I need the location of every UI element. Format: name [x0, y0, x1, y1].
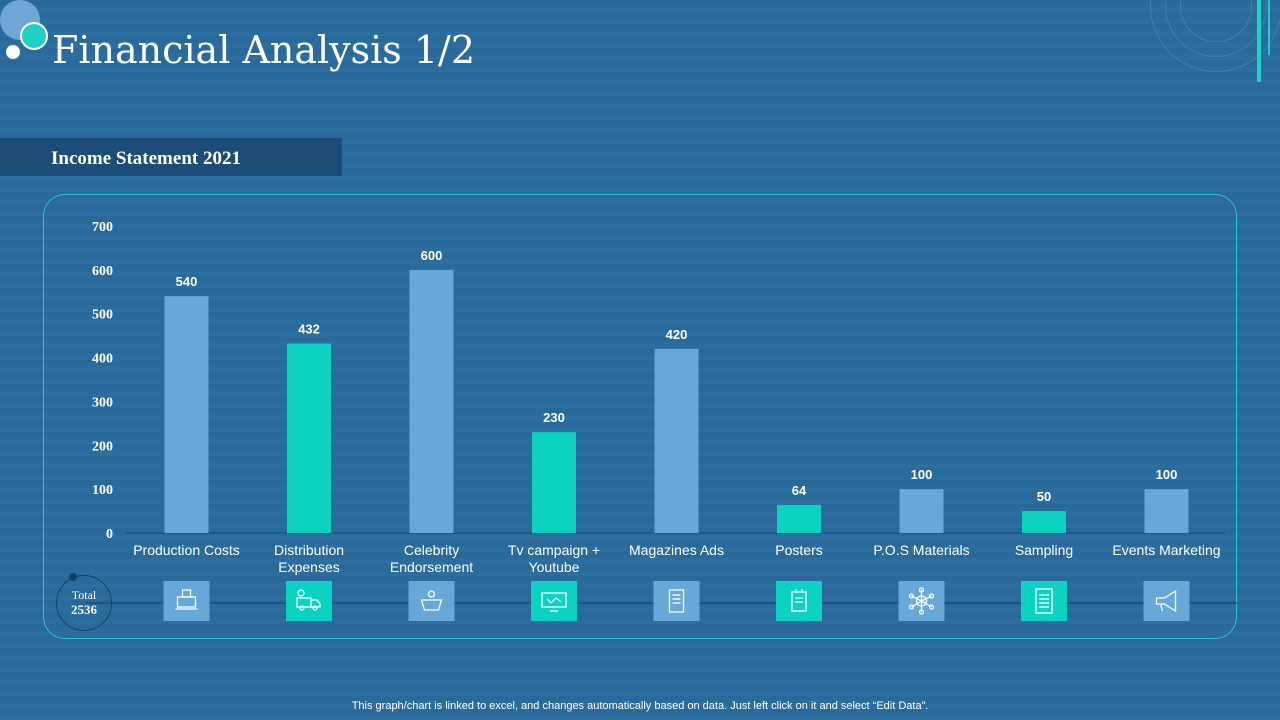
- y-tick-label: 600: [92, 264, 113, 279]
- icon-box: [653, 581, 700, 621]
- megaphone-icon: [1155, 589, 1177, 613]
- y-tick-label: 500: [92, 308, 113, 323]
- subtitle-banner: [0, 138, 342, 176]
- page-title: Financial Analysis 1/2: [52, 28, 476, 72]
- y-tick-label: 300: [92, 395, 113, 410]
- bar[interactable]: [287, 343, 331, 533]
- category-label: Distribution: [274, 542, 344, 558]
- data-label: 50: [1037, 489, 1051, 504]
- icon-box: [163, 581, 210, 621]
- icon-box: [286, 581, 332, 621]
- factory-icon: [175, 589, 198, 610]
- category-label: Celebrity: [404, 542, 459, 558]
- icon-box: [1143, 581, 1190, 621]
- icon-box: [1021, 581, 1067, 621]
- bar[interactable]: [654, 348, 699, 533]
- total-label: Total: [71, 588, 97, 602]
- bar[interactable]: [1022, 511, 1066, 533]
- y-tick-label: 200: [92, 439, 113, 454]
- y-tick-label: 400: [92, 352, 113, 367]
- decor-vertical-bar: [1257, 0, 1261, 82]
- bar[interactable]: [1144, 489, 1189, 533]
- category-label: Production Costs: [133, 542, 240, 558]
- category-label: Tv campaign +: [508, 542, 600, 558]
- decor-circle-small: [6, 45, 20, 59]
- data-label: 230: [543, 410, 565, 425]
- data-label: 64: [792, 483, 807, 498]
- category-label: Expenses: [278, 559, 339, 575]
- celebrity-icon: [420, 590, 443, 611]
- category-label: Posters: [775, 542, 822, 558]
- y-tick-label: 0: [106, 527, 113, 542]
- data-label: 420: [666, 327, 688, 342]
- total-value: 2536: [71, 602, 97, 617]
- category-label: Events Marketing: [1112, 542, 1220, 558]
- category-label: P.O.S Materials: [873, 542, 969, 558]
- magazine-icon: [668, 589, 685, 613]
- category-label: Magazines Ads: [629, 542, 724, 558]
- bar[interactable]: [532, 432, 576, 533]
- data-label: 432: [298, 322, 320, 337]
- pos-network-icon: [908, 587, 935, 615]
- decor-circle-teal: [20, 22, 48, 50]
- sampling-document-icon: [1035, 588, 1053, 614]
- decor-vertical-bar-thin: [1268, 0, 1270, 55]
- bar[interactable]: [164, 296, 209, 533]
- icon-box: [531, 581, 577, 621]
- data-label: 100: [1156, 467, 1178, 482]
- chart-subtitle: Income Statement 2021: [51, 148, 241, 169]
- icon-box: [408, 581, 455, 621]
- delivery-truck-icon: [296, 589, 321, 611]
- data-label: 600: [421, 248, 443, 263]
- category-label: Youtube: [529, 559, 580, 575]
- y-tick-label: 100: [92, 483, 113, 498]
- bar[interactable]: [409, 269, 454, 533]
- data-label: 100: [911, 467, 933, 482]
- bar[interactable]: [899, 489, 944, 533]
- poster-icon: [791, 589, 807, 612]
- category-label: Endorsement: [390, 559, 473, 575]
- icon-box: [776, 581, 822, 621]
- chart-panel: [43, 194, 1237, 639]
- category-label: Sampling: [1015, 542, 1073, 558]
- bar[interactable]: [777, 504, 821, 533]
- data-label: 540: [176, 274, 198, 289]
- total-ring: [56, 575, 112, 631]
- footer-note: This graph/chart is linked to excel, and…: [351, 700, 929, 712]
- tv-campaign-icon: [541, 592, 567, 612]
- y-tick-label: 700: [92, 220, 113, 235]
